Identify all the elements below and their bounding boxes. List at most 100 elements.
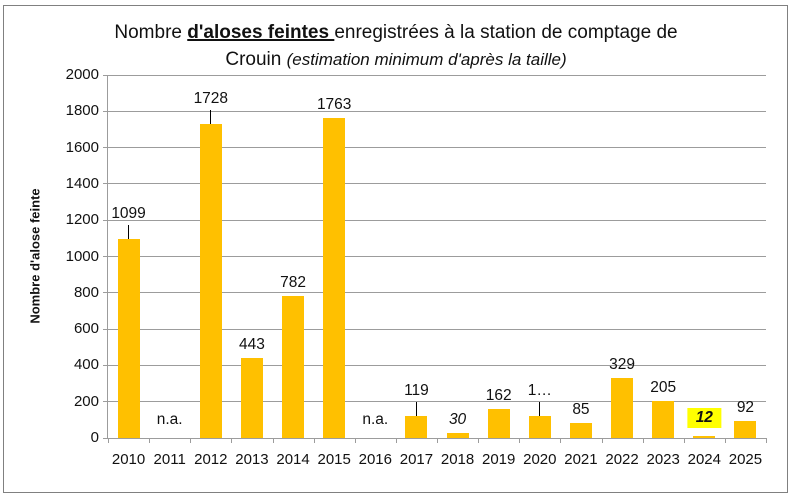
y-axis-tick [103,256,108,257]
bar-2022 [611,378,634,438]
x-axis-year-label: 2025 [728,451,763,468]
y-axis-tick [103,74,108,76]
chart-title-line1: Nombre d'aloses feintes enregistrées à l… [0,19,792,46]
bar-2012 [199,124,222,438]
x-axis-tick [642,438,644,443]
x-axis-tick [190,438,192,443]
y-axis-tick [103,364,108,366]
x-axis-tick [108,438,109,443]
y-axis-tick [103,437,108,439]
data-label-2017: 119 [404,382,429,400]
bar-2014 [282,296,305,438]
gridline [108,110,766,112]
x-axis-year-label: 2012 [194,451,228,468]
bar-2019 [487,408,510,438]
data-label-2021: 85 [572,400,590,418]
data-label-2022: 329 [609,356,635,374]
x-axis-tick [519,438,521,443]
data-label-2014: 782 [280,274,306,292]
x-axis-year-label: 2019 [482,451,516,468]
data-label-2012: 1728 [193,90,229,108]
x-axis-tick [354,438,356,443]
y-axis-tick-label: 2000 [65,66,99,83]
y-axis-title: Nombre d'alose feinte [27,188,43,324]
y-axis-tick [103,219,108,221]
gridline [108,74,766,76]
bar-2013 [240,357,263,438]
data-label-2011: n.a. [156,411,183,428]
leader-line-2012 [210,110,212,125]
data-label-2023: 205 [650,378,677,396]
y-axis-tick-label: 400 [73,356,99,374]
y-axis-tick-label: 1600 [65,138,99,156]
data-label-2015: 1763 [316,96,352,113]
x-axis-year-label: 2011 [153,451,186,468]
y-axis-tick [103,328,108,330]
bar-2020 [528,416,551,438]
x-axis-year-label: 2018 [440,451,475,468]
x-axis-year-label: 2020 [523,451,557,468]
chart-title: Nombre d'aloses feintes enregistrées à l… [0,19,792,73]
y-axis-tick-label: 800 [73,283,99,301]
bar-2015 [323,118,346,438]
y-axis-tick-label: 1400 [65,174,99,192]
gridline [108,328,766,330]
bar-2010 [117,238,140,438]
y-axis-tick-label: 0 [90,429,99,446]
gridline [108,183,766,185]
x-axis-tick [766,438,767,443]
x-axis-year-label: 2021 [564,451,598,468]
x-axis-tick [231,438,233,443]
data-label-2013: 443 [239,335,265,353]
y-axis-tick-label: 1800 [65,102,99,120]
data-label-2024: 12 [687,407,721,428]
leader-line-2017 [415,402,417,417]
data-label-2016: n.a. [362,411,389,428]
leader-line-2020 [539,402,541,417]
x-axis-tick [601,438,603,443]
y-axis-tick [103,183,108,185]
x-axis-tick [560,438,562,443]
gridline [108,219,766,221]
y-axis-tick [103,401,108,403]
title-text-bold-underline: d'aloses feintes [187,22,335,43]
x-axis-tick [395,438,397,443]
y-axis-tick-label: 1200 [65,211,99,229]
x-axis-year-label: 2013 [235,451,269,468]
bar-2018 [446,432,469,438]
x-axis-year-label: 2024 [687,451,721,468]
x-axis-year-label: 2023 [646,451,680,468]
gridline [108,364,766,366]
gridline [108,292,766,294]
x-axis-year-label: 2022 [605,451,639,468]
y-axis-tick-label: 200 [73,392,99,410]
y-axis-tick [103,147,108,149]
y-axis-tick-label: 1000 [65,247,99,265]
x-axis-tick [272,438,274,443]
x-axis-year-label: 2014 [276,451,310,468]
data-label-2010: 1099 [111,204,146,222]
data-label-2025: 92 [736,399,755,417]
data-label-2020: 1… [527,382,552,400]
data-label-2018: 30 [448,410,467,428]
bar-2024 [693,435,716,438]
x-axis-tick [478,438,480,443]
y-axis-tick [103,292,108,294]
title-text-crouin: Crouin [225,49,287,70]
x-axis-tick [313,438,315,443]
x-axis-tick [724,438,726,443]
gridline [108,147,766,149]
gridline [108,401,766,403]
x-axis-year-label: 2010 [111,451,146,468]
data-label-2019: 162 [485,386,512,404]
bar-2017 [405,416,428,438]
title-text-normal-2: enregistrées à la station de comptage de [334,22,678,43]
leader-line-2010 [128,224,130,239]
bar-2023 [652,400,675,438]
x-axis-year-label: 2016 [358,451,392,468]
x-axis-tick [683,438,685,443]
x-axis-tick [437,438,438,443]
chart-title-line2: Crouin (estimation minimum d'après la ta… [0,46,792,73]
bar-2021 [569,422,592,438]
y-axis-line [107,75,109,438]
